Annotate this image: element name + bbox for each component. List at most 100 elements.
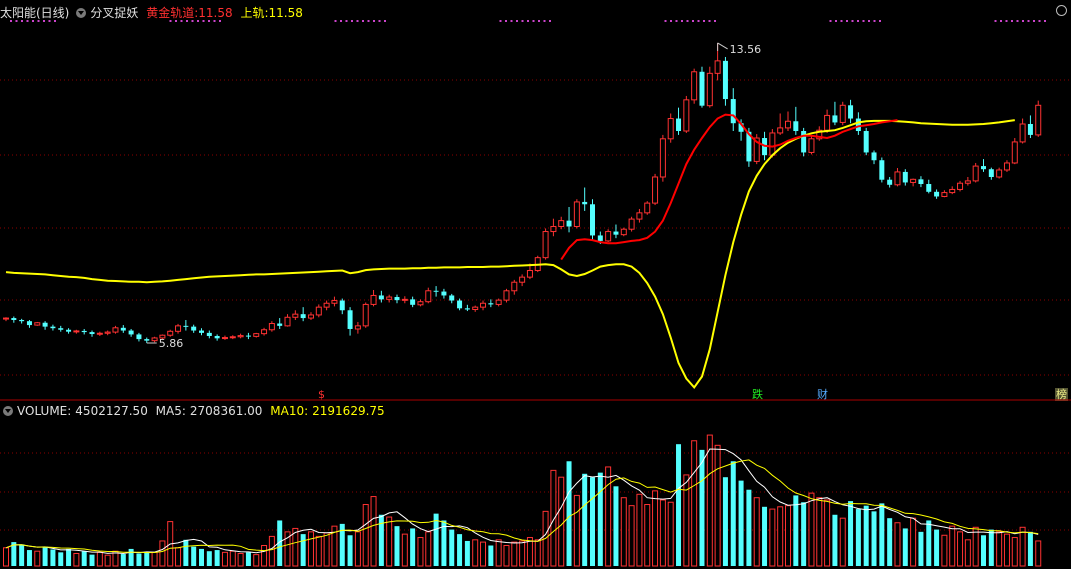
candle-body — [699, 71, 705, 106]
volume-bar — [839, 517, 846, 567]
candle-body — [785, 120, 791, 129]
candle-body — [120, 327, 126, 331]
candle-body — [519, 276, 526, 283]
candle-body — [503, 290, 510, 301]
candle-body — [887, 179, 893, 185]
candle-body — [981, 166, 986, 170]
signal-dot — [384, 20, 386, 22]
volume-bar — [175, 547, 182, 567]
volume-bar — [605, 466, 612, 567]
volume-bar — [659, 499, 666, 567]
signal-dot — [345, 20, 348, 22]
volume-bar — [550, 469, 557, 567]
indicator-name[interactable]: 分叉捉妖 — [90, 6, 139, 20]
volume-bar — [526, 537, 533, 567]
volume-bar — [816, 497, 823, 567]
signal-dot — [510, 20, 513, 22]
signal-dot — [180, 20, 183, 22]
volume-bar — [58, 552, 64, 566]
volume-bar — [785, 505, 791, 567]
signal-dot — [15, 20, 18, 22]
volume-bar — [964, 539, 971, 567]
volume-bar — [902, 528, 908, 566]
volume-bar — [300, 534, 306, 566]
candle-body — [58, 328, 64, 330]
close-icon[interactable] — [1056, 5, 1067, 16]
volume-bar — [183, 539, 189, 566]
candle-body — [151, 337, 158, 342]
signal-dot — [670, 20, 672, 22]
volume-bar — [534, 539, 541, 567]
volume-bar — [378, 514, 384, 566]
volume-bar — [417, 537, 424, 567]
volume-bar — [918, 531, 924, 566]
volume-bar — [401, 533, 408, 567]
candle-body — [590, 204, 595, 236]
candle-body — [81, 330, 87, 333]
candle-body — [66, 329, 72, 332]
candle-body — [339, 300, 345, 311]
candle-body — [1027, 123, 1033, 135]
volume-bar — [848, 501, 854, 566]
candle-body — [620, 228, 627, 236]
candle-body — [11, 318, 17, 321]
candle-body — [793, 121, 799, 132]
candle-body — [573, 201, 580, 227]
candle-body — [417, 301, 424, 306]
candle-body — [229, 336, 236, 339]
gold-track-value: 11.58 — [198, 6, 233, 20]
stock-title: 太阳能(日线) — [0, 6, 70, 20]
volume-bar — [354, 531, 361, 567]
candle-body — [910, 178, 917, 183]
candle-body — [167, 330, 174, 336]
dropdown-icon[interactable] — [76, 7, 87, 18]
candle-body — [730, 99, 736, 124]
volume-bar — [934, 529, 940, 566]
candle-body — [918, 179, 924, 185]
low-price-label: 5.86 — [159, 337, 184, 350]
signal-dot — [857, 20, 859, 22]
volume-bar — [738, 480, 744, 566]
candle-body — [902, 171, 908, 183]
volume-bar — [386, 516, 393, 567]
candle-body — [300, 314, 306, 319]
signal-dot — [879, 20, 881, 22]
candle-body — [323, 302, 330, 308]
volume-bar — [573, 494, 580, 567]
volume-bar — [949, 525, 956, 567]
volume-bar — [871, 511, 877, 566]
dropdown-icon[interactable] — [3, 405, 13, 416]
volume-bar — [926, 520, 932, 566]
signal-dot — [219, 20, 221, 22]
volume-bar — [777, 506, 784, 567]
signal-dot — [835, 20, 837, 22]
candle-body — [511, 281, 518, 292]
ma5-value: 2708361.00 — [189, 404, 263, 418]
candle-body — [542, 231, 549, 259]
signal-dot — [692, 20, 694, 22]
volume-bar — [284, 531, 291, 567]
volume-bar — [410, 528, 416, 566]
signal-dot — [532, 20, 535, 22]
ma10-value: 2191629.75 — [312, 404, 385, 418]
volume-bar — [104, 554, 111, 567]
volume-bar — [480, 541, 487, 567]
volume-bar — [245, 552, 251, 566]
volume-bar — [331, 525, 338, 567]
candle-body — [777, 127, 784, 134]
volume-bar — [676, 444, 682, 566]
candle-body — [441, 291, 447, 296]
volume-bar — [620, 497, 627, 567]
volume-bar — [128, 548, 134, 566]
candle-body — [1035, 104, 1042, 136]
volume-bar — [261, 545, 268, 567]
signal-dot — [362, 20, 364, 22]
volume-bar — [590, 477, 595, 566]
candle-body — [261, 329, 268, 335]
candle-body — [683, 99, 690, 132]
candle-body — [824, 114, 831, 131]
volume-bar — [221, 551, 228, 567]
candle-body — [988, 169, 994, 177]
candle-body — [370, 294, 377, 305]
signal-dot — [1044, 20, 1046, 22]
